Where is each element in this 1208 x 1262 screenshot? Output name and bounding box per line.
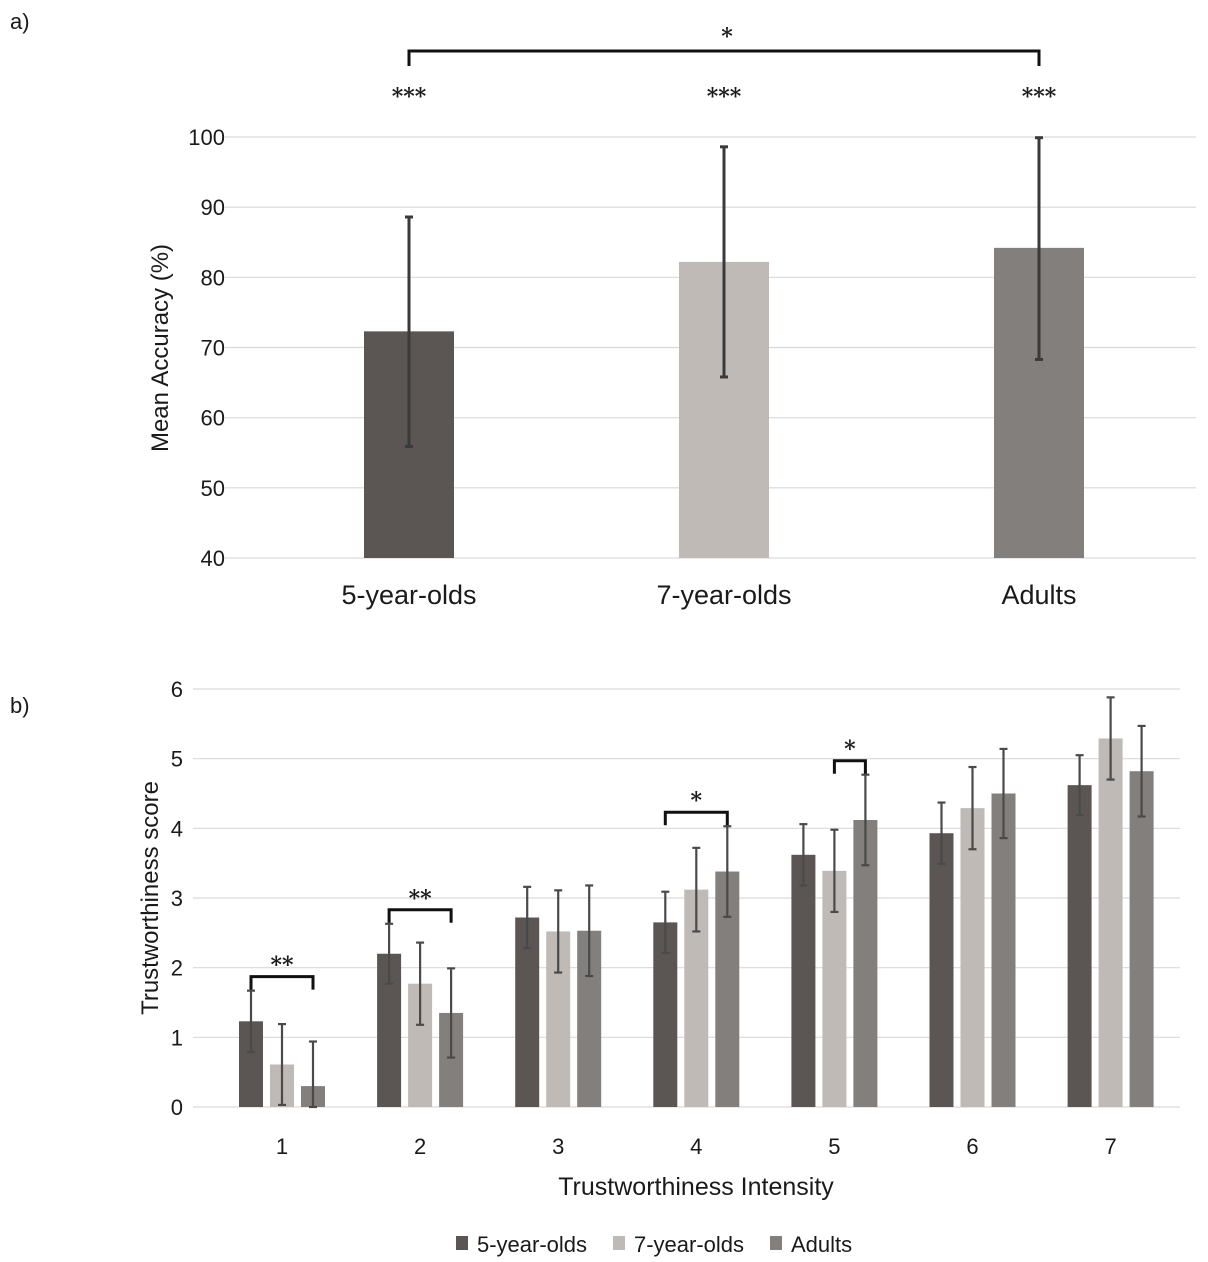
trust-x-axis-title: Trustworthiness Intensity	[558, 1173, 834, 1201]
x-tick-label: 5-year-olds	[341, 580, 476, 610]
accuracy-chart: 40 50 60 70 80 90 100 5-year-olds 7-year-olds Ad…	[147, 24, 1196, 610]
significance-mark: ***	[1022, 84, 1057, 110]
trust-y-axis-title: Trustworthiness score	[137, 781, 164, 1015]
legend-swatch	[613, 1236, 625, 1250]
accuracy-significance: *** *** ****	[392, 24, 1057, 110]
significance-mark: **	[409, 886, 433, 912]
legend: 5-year-olds 7-year-olds Adults	[456, 1232, 852, 1257]
x-tick-label: 7	[1104, 1134, 1116, 1159]
bar	[929, 833, 954, 1107]
accuracy-y-tick-labels: 40 50 60 70 80 90 100	[188, 125, 225, 571]
legend-label: 7-year-olds	[634, 1232, 744, 1257]
x-tick-label: 4	[690, 1134, 702, 1159]
trust-bars	[239, 738, 1154, 1107]
panel-label-a: a)	[10, 9, 30, 34]
y-tick-label: 3	[171, 886, 183, 911]
y-tick-label: 50	[201, 476, 225, 501]
trust-x-tick-labels: 1 2 3 4 5 6 7	[276, 1134, 1117, 1159]
x-tick-label: 5	[828, 1134, 840, 1159]
y-tick-label: 70	[201, 336, 225, 361]
legend-label: Adults	[791, 1232, 852, 1257]
y-tick-label: 100	[188, 125, 225, 150]
bar	[991, 793, 1016, 1107]
panel-label-b: b)	[10, 693, 30, 718]
bar	[1067, 785, 1092, 1107]
significance-mark: *	[844, 737, 856, 763]
y-tick-label: 90	[201, 195, 225, 220]
x-tick-label: 6	[966, 1134, 978, 1159]
legend-item: 5-year-olds	[456, 1232, 587, 1257]
significance-mark: *	[691, 788, 703, 814]
y-tick-label: 6	[171, 677, 183, 702]
significance-mark: *	[721, 24, 733, 50]
y-tick-label: 40	[201, 546, 225, 571]
x-tick-label: 3	[552, 1134, 564, 1159]
x-tick-label: 2	[414, 1134, 426, 1159]
y-tick-label: 80	[201, 265, 225, 290]
x-tick-label: Adults	[1001, 580, 1076, 610]
trust-error-bars	[247, 696, 1146, 1109]
significance-bracket	[832, 759, 867, 774]
significance-mark: ***	[707, 84, 742, 110]
significance-bracket	[663, 810, 729, 826]
accuracy-error-bars	[405, 136, 1043, 448]
y-tick-label: 2	[171, 956, 183, 981]
trust-y-tick-labels: 0 1 2 3 4 5 6	[171, 677, 183, 1120]
bar	[791, 854, 816, 1107]
bar	[853, 819, 878, 1107]
y-tick-label: 1	[171, 1025, 183, 1050]
x-tick-label: 1	[276, 1134, 288, 1159]
significance-mark: **	[270, 953, 294, 979]
legend-label: 5-year-olds	[477, 1232, 587, 1257]
legend-swatch	[456, 1236, 468, 1250]
y-tick-label: 60	[201, 406, 225, 431]
y-tick-label: 0	[171, 1095, 183, 1120]
trust-significance: ******	[249, 737, 867, 990]
significance-mark: ***	[392, 84, 427, 110]
bar	[960, 808, 985, 1107]
accuracy-y-axis-title: Mean Accuracy (%)	[147, 244, 174, 452]
significance-bracket	[407, 49, 1041, 66]
y-tick-label: 5	[171, 747, 183, 772]
legend-swatch	[770, 1236, 782, 1250]
legend-item: 7-year-olds	[613, 1232, 744, 1257]
bar	[1098, 738, 1123, 1107]
x-tick-label: 7-year-olds	[656, 580, 791, 610]
significance-bracket	[249, 975, 315, 990]
y-tick-label: 4	[171, 816, 183, 841]
legend-item: Adults	[770, 1232, 852, 1257]
bar	[1129, 771, 1154, 1107]
accuracy-x-tick-labels: 5-year-olds 7-year-olds Adults	[341, 580, 1076, 610]
significance-bracket	[387, 908, 453, 923]
